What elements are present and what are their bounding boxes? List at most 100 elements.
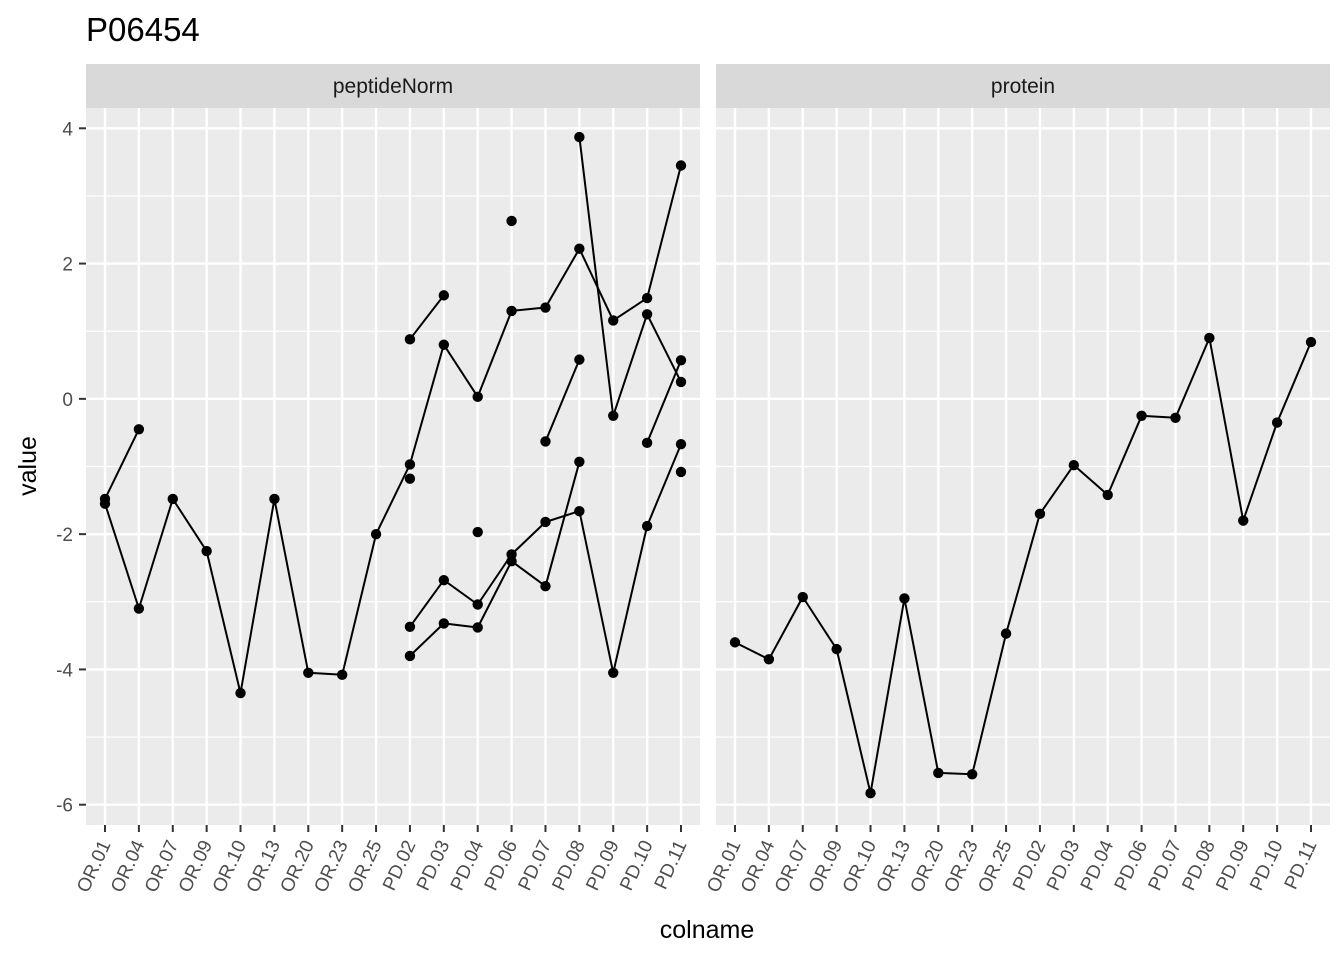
series-line bbox=[104, 428, 140, 500]
data-point bbox=[675, 160, 687, 171]
data-point bbox=[1102, 489, 1113, 501]
data-point bbox=[235, 687, 246, 699]
data-point bbox=[1000, 628, 1012, 639]
series-1 bbox=[99, 160, 687, 699]
facet-panel-protein: proteinOR.01OR.04OR.07OR.09OR.10OR.13OR.… bbox=[703, 64, 1330, 896]
data-point bbox=[641, 437, 653, 449]
data-point bbox=[763, 654, 775, 665]
data-point bbox=[574, 505, 585, 517]
data-point bbox=[797, 591, 808, 603]
data-point bbox=[303, 667, 314, 679]
series-7 bbox=[641, 355, 687, 449]
data-point bbox=[641, 292, 653, 304]
data-point bbox=[1136, 410, 1147, 421]
series-line bbox=[734, 337, 1312, 795]
data-point bbox=[370, 528, 382, 540]
x-tick-label: PD.11 bbox=[1281, 837, 1322, 892]
data-point bbox=[540, 436, 551, 447]
data-point bbox=[269, 493, 280, 505]
data-point bbox=[133, 424, 145, 435]
data-point bbox=[438, 290, 450, 301]
data-point bbox=[404, 621, 416, 633]
facet-strip bbox=[86, 64, 700, 108]
data-point bbox=[540, 302, 551, 313]
y-tick-label: -2 bbox=[56, 525, 73, 546]
data-point bbox=[472, 599, 483, 610]
y-tick-label: 4 bbox=[62, 119, 73, 140]
data-point bbox=[641, 309, 653, 320]
data-point bbox=[1034, 508, 1046, 520]
data-point bbox=[1204, 332, 1215, 344]
data-point bbox=[506, 215, 517, 227]
data-point bbox=[641, 520, 653, 532]
series-5 bbox=[574, 131, 687, 421]
data-point bbox=[472, 391, 483, 403]
data-point bbox=[966, 769, 978, 780]
data-point bbox=[472, 622, 483, 633]
series-line bbox=[104, 165, 682, 695]
data-point bbox=[540, 581, 551, 592]
data-point bbox=[1305, 336, 1317, 348]
data-point bbox=[608, 410, 619, 421]
series-9 bbox=[472, 526, 483, 538]
data-point bbox=[404, 473, 416, 484]
y-axis-title: value bbox=[14, 436, 42, 496]
series-4 bbox=[506, 215, 517, 227]
series-line bbox=[409, 294, 445, 340]
data-point bbox=[99, 493, 111, 505]
data-point bbox=[133, 603, 145, 614]
y-tick-label: 0 bbox=[62, 390, 73, 411]
data-point bbox=[438, 339, 450, 350]
data-point bbox=[167, 493, 178, 505]
data-point bbox=[574, 456, 585, 467]
data-point bbox=[865, 788, 876, 799]
y-tick-label: 2 bbox=[62, 255, 73, 276]
y-tick-label: -4 bbox=[56, 660, 73, 681]
series-1 bbox=[729, 332, 1317, 799]
y-tick-label: -6 bbox=[56, 796, 73, 817]
data-point bbox=[1068, 459, 1080, 471]
data-point bbox=[574, 243, 585, 254]
y-axis: -6 -4 -2 0 2 4 bbox=[56, 119, 86, 817]
facet-panel-peptideNorm: peptideNormOR.01OR.04OR.07OR.09OR.10OR.1… bbox=[73, 64, 700, 896]
data-point bbox=[608, 667, 619, 679]
facet-strip-label: protein bbox=[991, 75, 1055, 98]
data-point bbox=[404, 459, 416, 470]
series-8 bbox=[404, 473, 416, 484]
data-point bbox=[675, 376, 687, 388]
x-axis-title: colname bbox=[660, 916, 755, 944]
data-point bbox=[404, 650, 416, 662]
data-point bbox=[899, 593, 910, 604]
series-12 bbox=[675, 466, 687, 478]
data-point bbox=[201, 545, 212, 557]
data-point bbox=[1170, 412, 1181, 423]
data-point bbox=[675, 466, 687, 478]
data-point bbox=[675, 355, 687, 366]
data-point bbox=[506, 305, 517, 317]
data-point bbox=[438, 574, 450, 586]
facet-strip-label: peptideNorm bbox=[333, 75, 453, 98]
series-3 bbox=[404, 290, 450, 345]
series-6 bbox=[540, 354, 585, 447]
data-point bbox=[729, 637, 741, 648]
data-point bbox=[336, 669, 348, 681]
series-line bbox=[544, 359, 581, 442]
facet-strip bbox=[716, 64, 1330, 108]
chart-title: P06454 bbox=[86, 11, 200, 48]
data-point bbox=[506, 555, 517, 567]
series-line bbox=[646, 359, 682, 444]
data-point bbox=[540, 516, 551, 528]
data-point bbox=[831, 643, 842, 655]
data-point bbox=[933, 767, 944, 779]
series-2 bbox=[99, 424, 145, 505]
data-point bbox=[675, 438, 687, 450]
series-11 bbox=[404, 456, 585, 662]
data-point bbox=[438, 618, 450, 629]
data-point bbox=[1238, 515, 1249, 526]
series-line bbox=[409, 461, 581, 657]
data-point bbox=[404, 334, 416, 345]
data-point bbox=[472, 526, 483, 538]
data-point bbox=[608, 315, 619, 326]
x-tick-label: PD.11 bbox=[651, 837, 692, 892]
